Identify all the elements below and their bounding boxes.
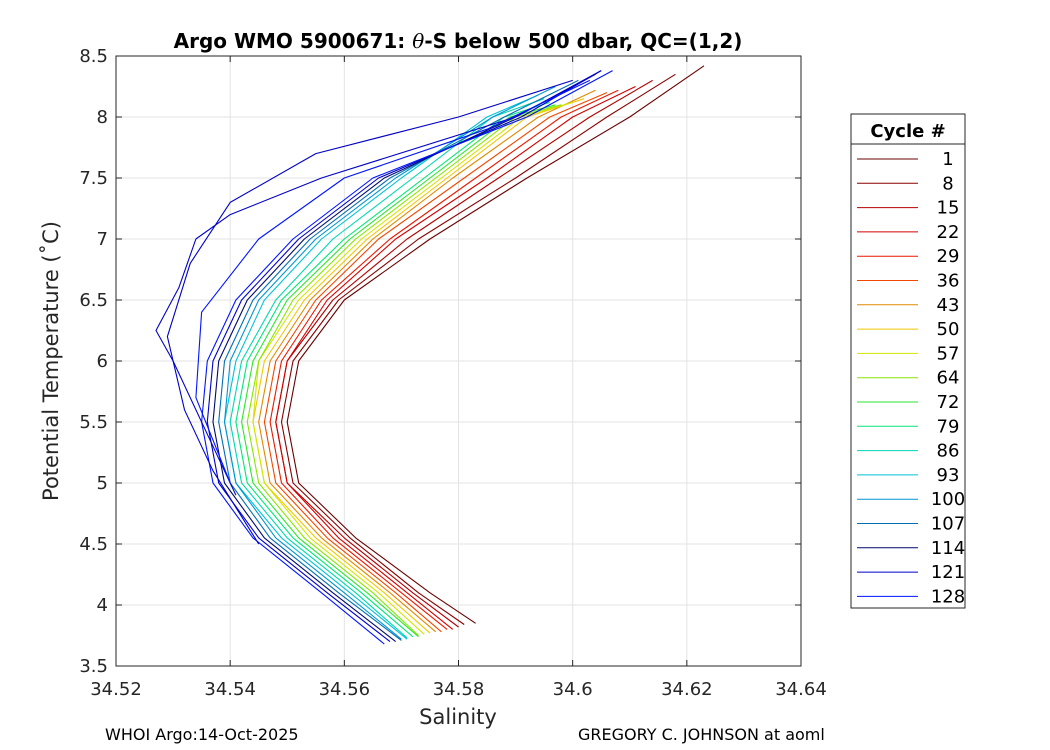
y-tick-label: 6 [97, 351, 108, 372]
series-line-36 [263, 92, 608, 633]
footer-left: WHOI Argo:14-Oct-2025 [105, 725, 299, 744]
y-tick-label: 8.5 [79, 46, 108, 67]
x-tick-label: 34.56 [319, 679, 371, 700]
series-line-outlier-b [166, 79, 573, 545]
y-tick-label: 4 [97, 595, 108, 616]
series-line-8 [280, 73, 676, 625]
legend-label-29: 29 [937, 246, 960, 267]
legend-label-8: 8 [942, 173, 953, 194]
legend-label-107: 107 [931, 514, 965, 535]
y-tick-label: 5.5 [79, 412, 108, 433]
legend-label-57: 57 [937, 343, 960, 364]
x-tick-label: 34.52 [90, 679, 142, 700]
series-line-1 [286, 65, 705, 624]
series-line-22 [275, 86, 636, 630]
series-line-outlier-a [155, 70, 602, 496]
series-line-114 [212, 73, 596, 643]
series-line-72 [241, 104, 556, 638]
legend-label-22: 22 [937, 222, 960, 243]
legend-label-1: 1 [942, 149, 953, 170]
series-line-121 [206, 70, 602, 643]
x-tick-label: 34.54 [204, 679, 256, 700]
legend-label-93: 93 [937, 465, 960, 486]
legend-label-86: 86 [937, 441, 960, 462]
series-line-128 [201, 70, 613, 645]
legend-label-50: 50 [937, 319, 960, 340]
y-axis-label: Potential Temperature (˚C) [39, 221, 63, 501]
series-layer [155, 65, 705, 645]
y-tick-label: 5 [97, 473, 108, 494]
legend-label-64: 64 [937, 368, 960, 389]
legend-items: 1 8 15 22 29 36 43 50 57 64 72 79 86 93 100 107 114 121 12… [857, 149, 965, 607]
axis-ticks: 34.52 34.54 34.56 34.58 34.6 34.62 34.64 3.5 4 4.… [79, 46, 826, 700]
x-tick-label: 34.58 [433, 679, 485, 700]
y-tick-label: 7 [97, 229, 108, 250]
legend-label-43: 43 [937, 295, 960, 316]
legend-label-121: 121 [931, 562, 965, 583]
series-line-93 [223, 94, 539, 640]
chart-title: Argo WMO 5900671: θ-S below 500 dbar, QC… [174, 29, 743, 53]
series-line-79 [235, 101, 550, 638]
legend-label-72: 72 [937, 392, 960, 413]
legend-title: Cycle # [870, 121, 945, 142]
legend: Cycle # 1 8 15 22 29 36 43 50 57 64 72 79 86 93 100 107… [850, 113, 966, 609]
series-line-64 [246, 104, 562, 636]
legend-label-128: 128 [931, 586, 965, 607]
x-axis-label: Salinity [419, 705, 497, 729]
legend-label-100: 100 [931, 489, 965, 510]
x-tick-label: 34.62 [661, 679, 713, 700]
y-tick-label: 7.5 [79, 168, 108, 189]
series-line-50 [252, 98, 585, 634]
y-tick-label: 4.5 [79, 534, 108, 555]
series-line-43 [258, 89, 596, 633]
footer-right: GREGORY C. JOHNSON at aoml [578, 725, 825, 744]
legend-label-36: 36 [937, 271, 960, 292]
legend-label-15: 15 [937, 198, 960, 219]
series-line-outlier-c [195, 79, 591, 484]
legend-label-114: 114 [931, 538, 965, 559]
x-tick-label: 34.64 [775, 679, 827, 700]
y-tick-label: 3.5 [79, 656, 108, 677]
y-tick-label: 6.5 [79, 290, 108, 311]
series-line-86 [229, 98, 545, 639]
y-tick-label: 8 [97, 107, 108, 128]
series-line-29 [269, 89, 619, 630]
legend-box [850, 113, 966, 609]
x-tick-label: 34.6 [553, 679, 593, 700]
legend-label-79: 79 [937, 416, 960, 437]
